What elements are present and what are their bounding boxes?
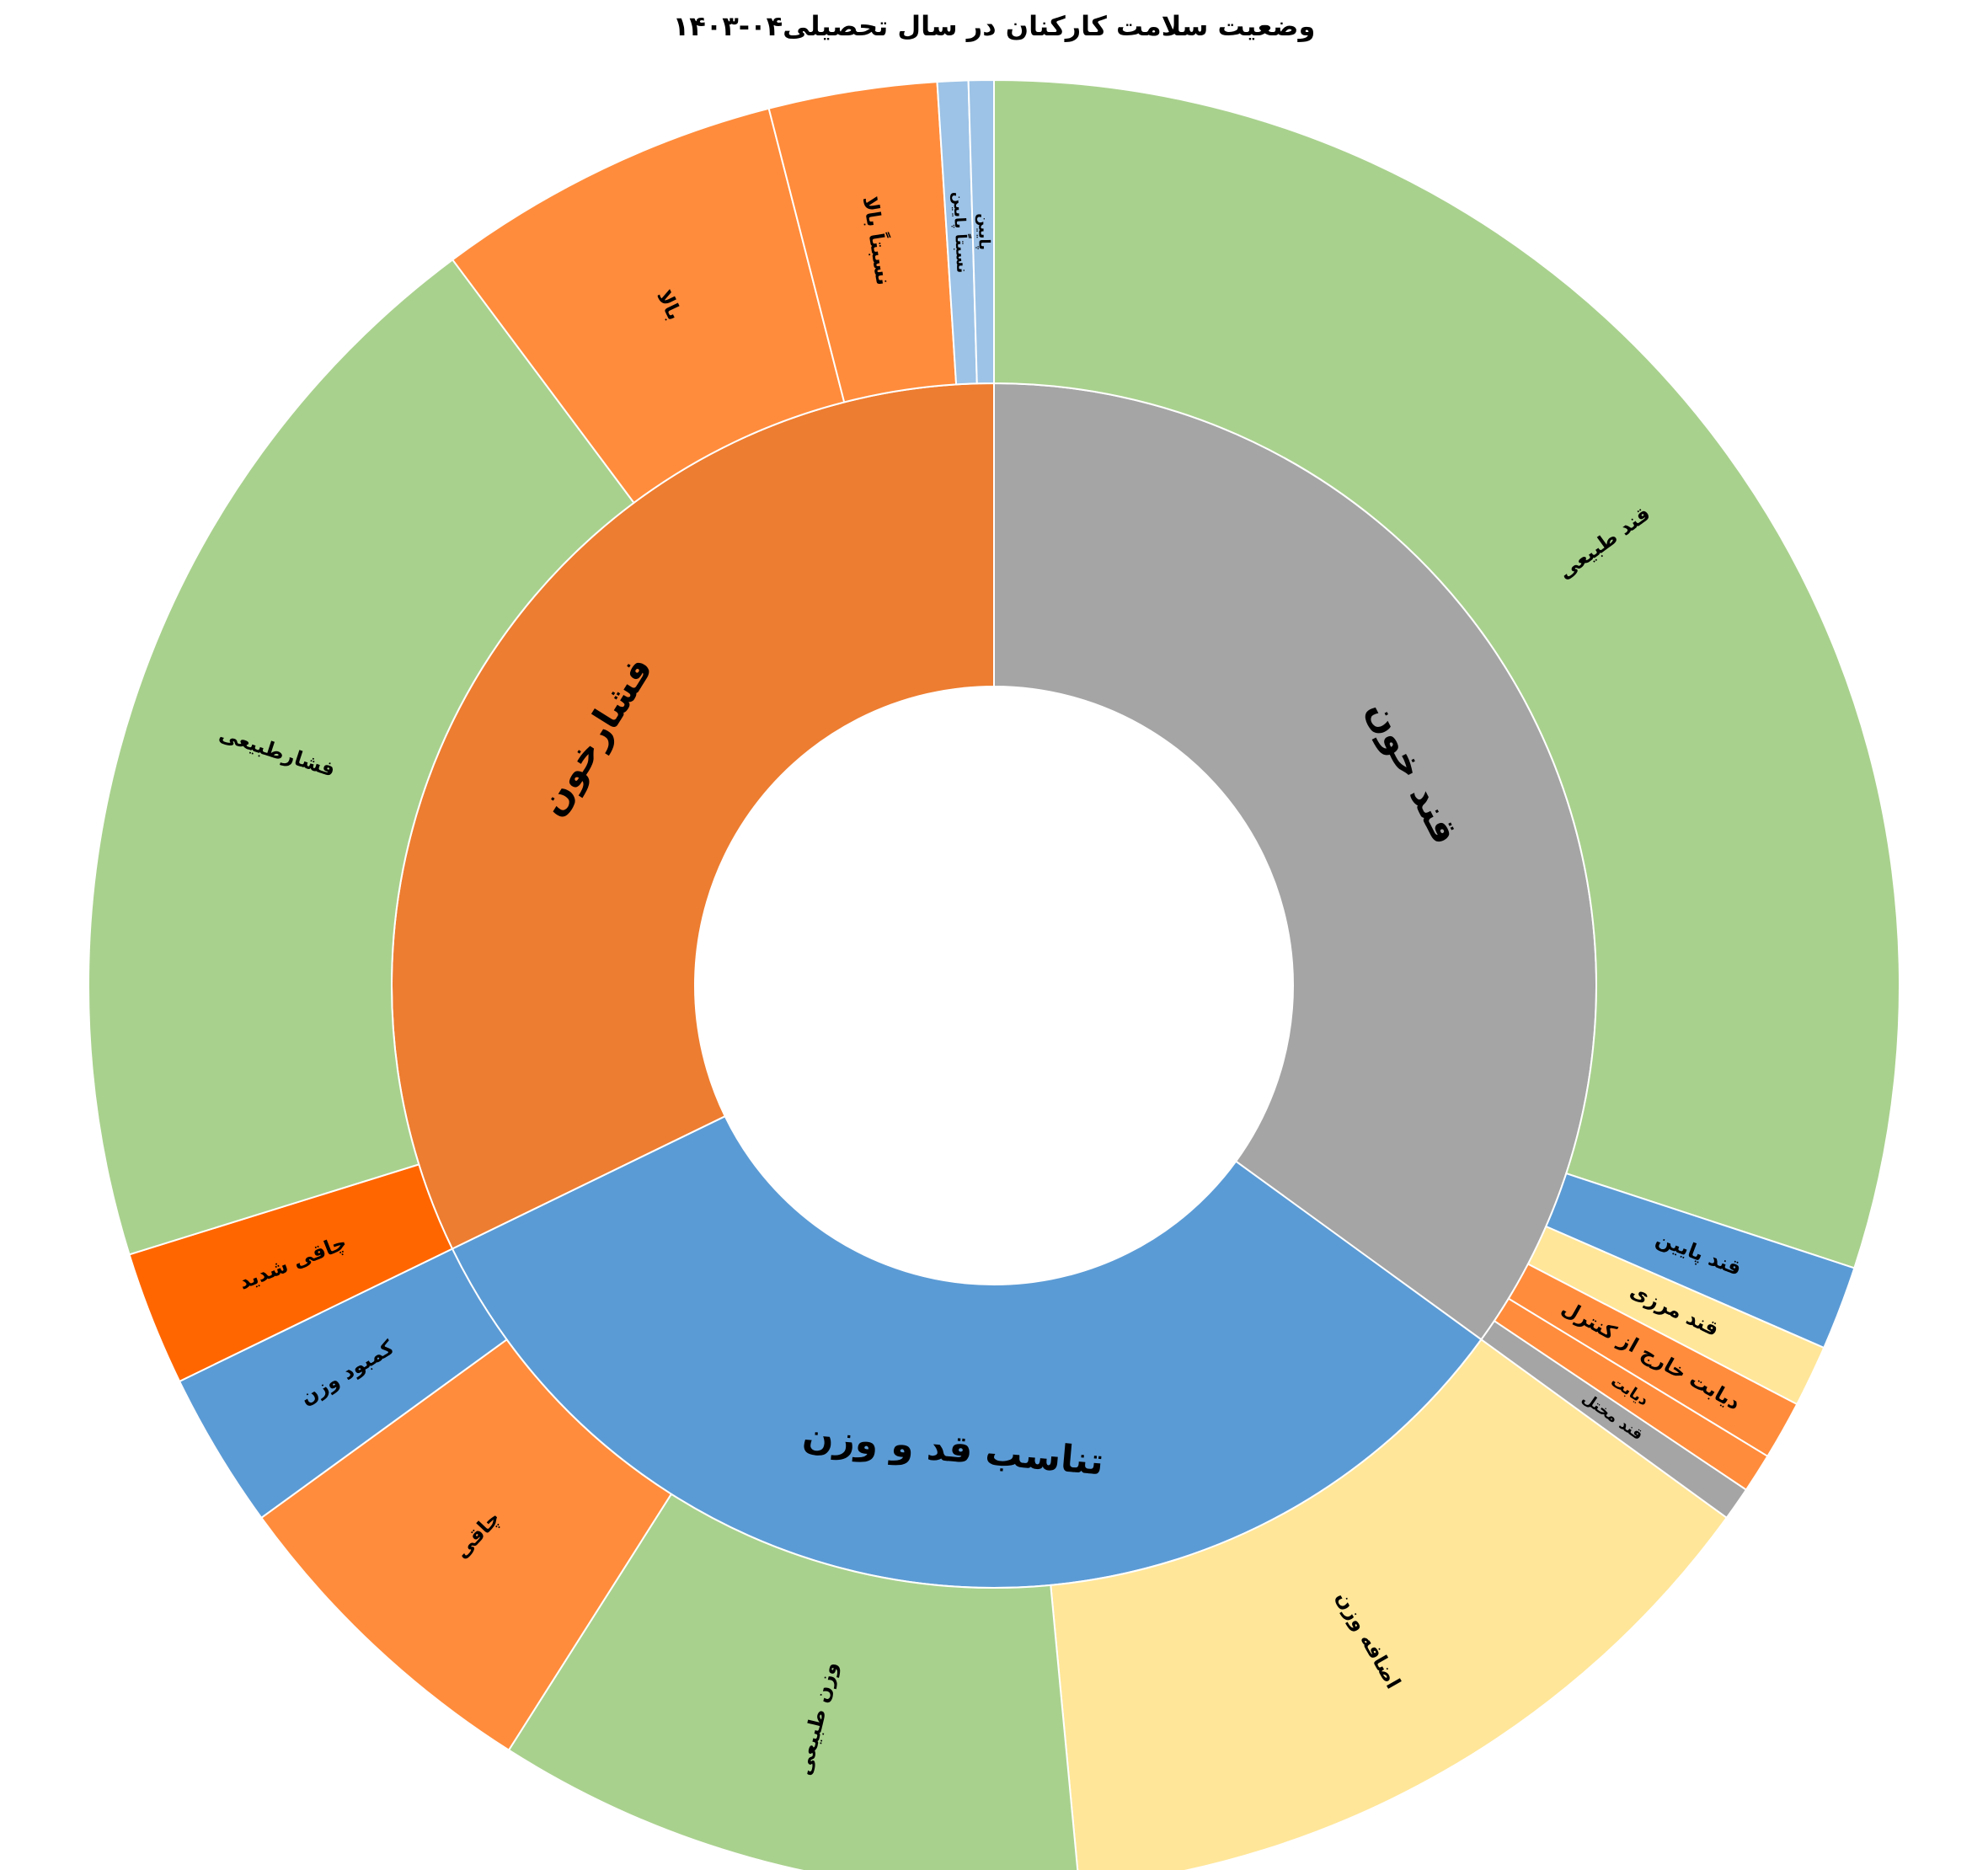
outer-slice-1-0: [1050, 1338, 1729, 1870]
outer-slice-0-0: [993, 78, 1900, 1269]
outer-slice-2-5: [967, 78, 995, 385]
outer-label-2-5: پایین: [975, 213, 993, 250]
outer-ring: [88, 78, 1900, 1870]
chart-title: وضعیت سلامت کارکنان در سال تحصیلی۰۴-۱۴۰۳: [673, 10, 1316, 42]
inner-ring: [391, 382, 1597, 1589]
outer-slice-2-1: [88, 258, 635, 1256]
